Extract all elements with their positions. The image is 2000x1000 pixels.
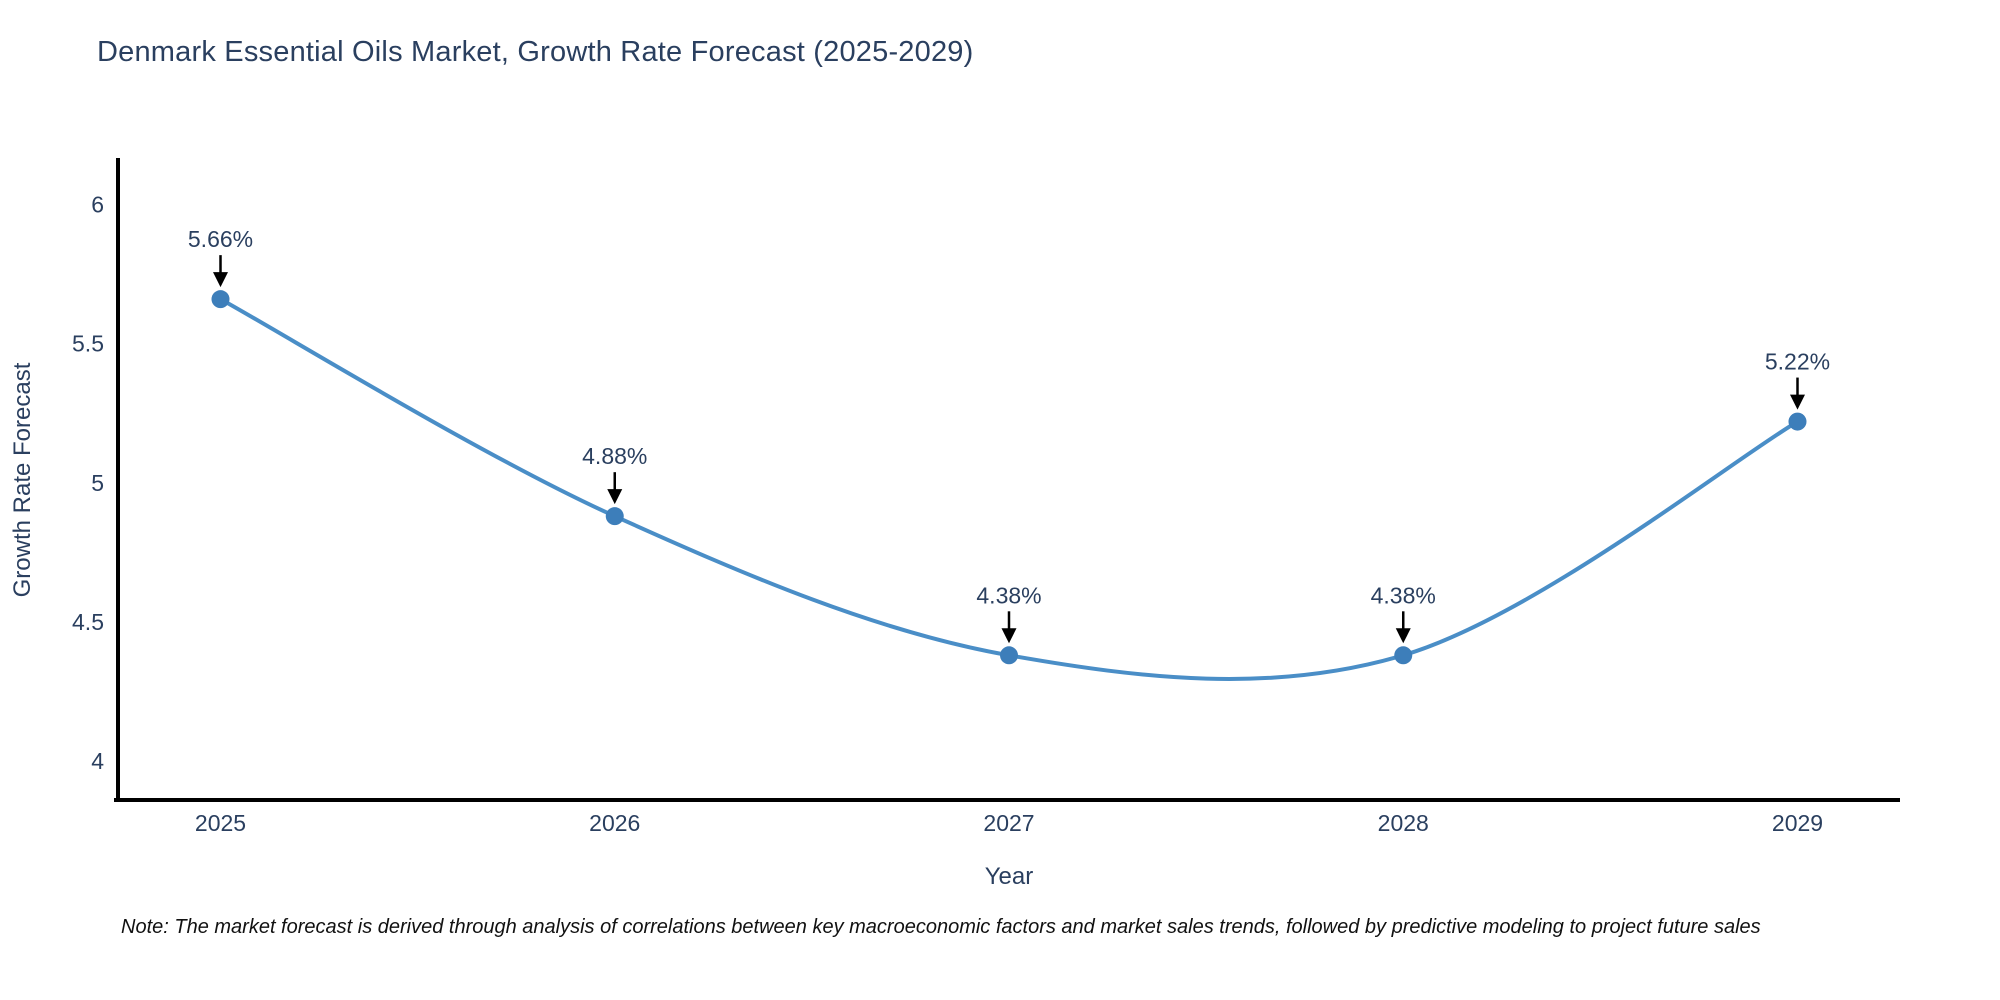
y-tick-label: 4 xyxy=(91,748,104,774)
data-point-marker xyxy=(605,507,624,526)
data-point-label: 4.88% xyxy=(582,443,647,469)
footnote: Note: The market forecast is derived thr… xyxy=(121,916,1761,938)
annotation-arrowhead xyxy=(607,489,623,505)
annotation-arrowhead xyxy=(1395,628,1411,644)
y-tick-label: 5 xyxy=(91,470,104,496)
data-point-marker xyxy=(1000,646,1018,665)
y-axis-title: Growth Rate Forecast xyxy=(9,362,36,597)
y-tick-label: 6 xyxy=(91,192,104,218)
annotation-arrowhead xyxy=(213,272,229,288)
data-point-marker xyxy=(211,290,230,309)
data-point-marker xyxy=(1394,646,1413,665)
x-tick-label: 2025 xyxy=(195,810,246,836)
y-tick-label: 5.5 xyxy=(72,331,104,357)
y-tick-label: 4.5 xyxy=(72,609,104,635)
x-tick-label: 2028 xyxy=(1378,810,1429,836)
x-axis-title: Year xyxy=(985,863,1034,890)
chart-title: Denmark Essential Oils Market, Growth Ra… xyxy=(97,36,974,68)
data-point-marker xyxy=(1788,412,1807,431)
x-tick-label: 2029 xyxy=(1772,810,1823,836)
data-point-label: 5.22% xyxy=(1765,349,1830,375)
x-tick-label: 2027 xyxy=(983,810,1034,836)
x-tick-label: 2026 xyxy=(589,810,640,836)
annotation-arrowhead xyxy=(1001,628,1017,644)
annotation-arrowhead xyxy=(1789,394,1805,410)
data-point-label: 4.38% xyxy=(976,582,1041,608)
data-point-label: 5.66% xyxy=(188,226,253,252)
data-point-label: 4.38% xyxy=(1371,582,1436,608)
